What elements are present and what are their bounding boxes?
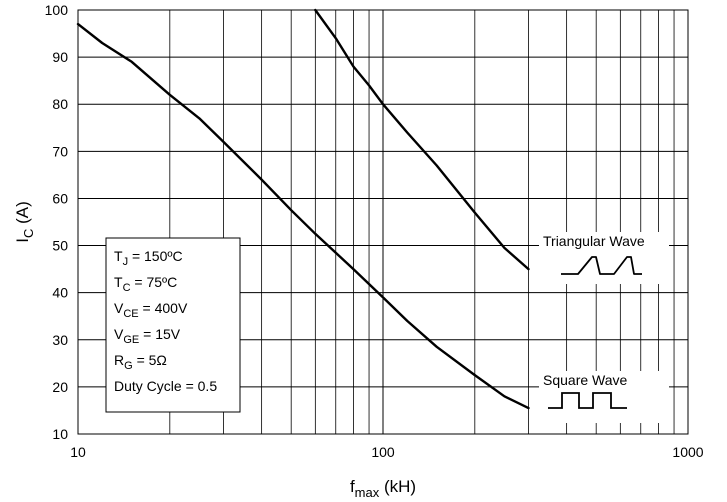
- x-tick-label: 1000: [672, 444, 703, 460]
- y-tick-label: 50: [52, 238, 68, 254]
- y-tick-label: 80: [52, 96, 68, 112]
- y-tick-label: 20: [52, 379, 68, 395]
- x-tick-label: 100: [371, 444, 395, 460]
- plot-frame: [77, 9, 689, 435]
- square-wave-icon: [548, 392, 627, 409]
- condition-rg: RG = 5Ω: [114, 352, 167, 372]
- series-layer: [76, 8, 530, 410]
- y-tick-label: 70: [52, 143, 68, 159]
- conditions-box-frame: [105, 237, 241, 413]
- triangular-wave-callout: Triangular Wave: [539, 232, 669, 284]
- x-tick-label: 10: [70, 444, 86, 460]
- square-wave-callout-bg: [539, 371, 669, 423]
- triangular-wave-label: Triangular Wave: [543, 233, 645, 249]
- y-tick-label: 60: [52, 190, 68, 206]
- x-axis-label: fmax (kH): [350, 477, 416, 500]
- condition-tc: TC = 75ºC: [114, 274, 177, 294]
- y-tick-label: 30: [52, 332, 68, 348]
- square-wave-callout: Square Wave: [539, 371, 669, 423]
- series-line-square-wave: [76, 22, 530, 410]
- conditions-box: TJ = 150ºC TC = 75ºC VCE = 400V VGE = 15…: [105, 237, 241, 413]
- triangular-wave-icon: [561, 256, 642, 275]
- triangular-wave-callout-bg: [539, 232, 669, 284]
- square-wave-label: Square Wave: [543, 372, 628, 388]
- condition-duty-cycle: Duty Cycle = 0.5: [114, 378, 217, 394]
- y-tick-label: 100: [45, 2, 69, 18]
- condition-vce: VCE = 400V: [114, 300, 188, 320]
- series-line-triangular-wave: [314, 8, 530, 271]
- y-tick-label: 40: [52, 285, 68, 301]
- condition-vge: VGE = 15V: [114, 326, 181, 346]
- tick-labels: 10 100 1000 10 20 30 40 50 60 70 80 90 100: [45, 2, 704, 460]
- condition-tj: TJ = 150ºC: [114, 248, 183, 268]
- y-axis-label: IC (A): [13, 201, 36, 243]
- y-tick-label: 10: [52, 426, 68, 442]
- y-tick-label: 90: [52, 49, 68, 65]
